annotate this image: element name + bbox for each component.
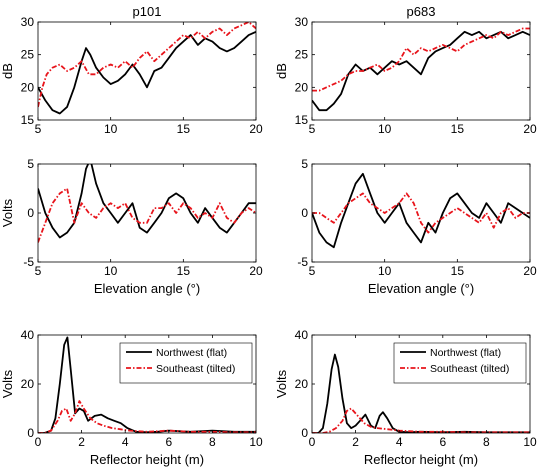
y-axis-label: dB: [274, 63, 289, 79]
chart-title: p101: [133, 4, 162, 19]
x-tick-label: 10: [378, 122, 392, 136]
x-tick-label: 15: [177, 264, 191, 278]
y-tick-label: 25: [21, 48, 35, 62]
chart-panel-4: 5 10 15 20 -5 0 5 Elevation angle (°): [297, 157, 537, 296]
series-line-northwest: [312, 353, 530, 433]
x-tick-label: 15: [177, 122, 191, 136]
x-tick-label: 0: [309, 435, 316, 449]
series-line-southeast: [312, 407, 530, 433]
legend-label: Southeast (tilted): [156, 363, 235, 375]
x-tick-label: 10: [249, 435, 263, 449]
series-line-northwest: [312, 30, 530, 112]
chart-panel-3: 5 10 15 20 -5 0 5 Elevation angle (°) Volts: [0, 157, 263, 296]
x-tick-label: 10: [523, 435, 537, 449]
y-tick-label: 20: [295, 377, 309, 391]
x-tick-label: 15: [451, 264, 465, 278]
series-line-northwest: [38, 164, 256, 239]
x-tick-label: 20: [249, 122, 263, 136]
x-tick-label: 5: [35, 122, 42, 136]
y-axis-label: dB: [0, 63, 15, 79]
x-tick-label: 15: [451, 122, 465, 136]
y-tick-label: 20: [21, 377, 35, 391]
series-line-northwest: [38, 30, 256, 115]
x-tick-label: 6: [439, 435, 446, 449]
x-tick-label: 5: [309, 264, 316, 278]
series-line-southeast: [38, 22, 256, 108]
x-tick-label: 10: [378, 264, 392, 278]
y-tick-label: 40: [21, 328, 35, 342]
chart-panel-1: 5 10 15 20 15 20 25 30 p101 dB: [0, 4, 263, 136]
y-tick-label: 0: [27, 206, 34, 220]
x-tick-label: 10: [104, 122, 118, 136]
x-tick-label: 20: [249, 264, 263, 278]
x-tick-label: 2: [78, 435, 85, 449]
y-tick-label: -5: [23, 255, 34, 269]
plot-area-border: [311, 21, 531, 121]
x-tick-label: 6: [165, 435, 172, 449]
x-tick-label: 2: [352, 435, 359, 449]
chart-panel-6: 0 2 4 6 8 10 0 20 40 Reflector height (m) Volts Nor…: [274, 328, 537, 467]
legend-box: [393, 342, 527, 384]
x-axis-label: Reflector height (m): [364, 452, 478, 467]
y-tick-label: 0: [301, 426, 308, 440]
series-line-southeast: [312, 192, 530, 234]
x-tick-label: 8: [209, 435, 216, 449]
y-tick-label: 20: [21, 80, 35, 94]
y-tick-label: 40: [295, 328, 309, 342]
y-tick-label: 15: [295, 113, 309, 127]
y-axis-label: Volts: [274, 369, 289, 398]
x-axis-label: Reflector height (m): [90, 452, 204, 467]
y-tick-label: 15: [21, 113, 35, 127]
x-tick-label: 20: [523, 264, 537, 278]
x-tick-label: 20: [523, 122, 537, 136]
y-axis-label: Volts: [0, 198, 15, 227]
y-tick-label: 25: [295, 48, 309, 62]
x-tick-label: 0: [35, 435, 42, 449]
x-tick-label: 10: [104, 264, 118, 278]
y-tick-label: 20: [295, 80, 309, 94]
chart-panel-2: 5 10 15 20 15 20 25 30 p683 dB: [274, 4, 537, 136]
plot-area-border: [37, 163, 257, 263]
chart-panel-5: 0 2 4 6 8 10 0 20 40 Reflector height (m) Volts Nor…: [0, 328, 263, 467]
legend-label: Southeast (tilted): [430, 363, 509, 375]
y-tick-label: 0: [301, 206, 308, 220]
x-tick-label: 4: [122, 435, 129, 449]
series-line-northwest: [312, 172, 530, 249]
plot-area-border: [37, 21, 257, 121]
x-axis-label: Elevation angle (°): [94, 281, 200, 296]
x-tick-label: 5: [309, 122, 316, 136]
legend-box: [119, 342, 253, 384]
y-tick-label: -5: [297, 255, 308, 269]
series-line-southeast: [38, 400, 256, 433]
x-axis-label: Elevation angle (°): [368, 281, 474, 296]
legend-label: Northwest (flat): [430, 347, 501, 359]
y-tick-label: 5: [301, 157, 308, 171]
x-tick-label: 4: [396, 435, 403, 449]
legend: Northwest (flat) Southeast (tilted): [393, 342, 527, 384]
chart-title: p683: [407, 4, 436, 19]
y-tick-label: 0: [27, 426, 34, 440]
series-line-southeast: [312, 27, 530, 92]
legend: Northwest (flat) Southeast (tilted): [119, 342, 253, 384]
y-tick-label: 5: [27, 157, 34, 171]
series-line-southeast: [38, 187, 256, 243]
y-tick-label: 30: [21, 15, 35, 29]
x-tick-label: 5: [35, 264, 42, 278]
y-tick-label: 30: [295, 15, 309, 29]
legend-label: Northwest (flat): [156, 347, 227, 359]
x-tick-label: 8: [483, 435, 490, 449]
y-axis-label: Volts: [0, 369, 15, 398]
